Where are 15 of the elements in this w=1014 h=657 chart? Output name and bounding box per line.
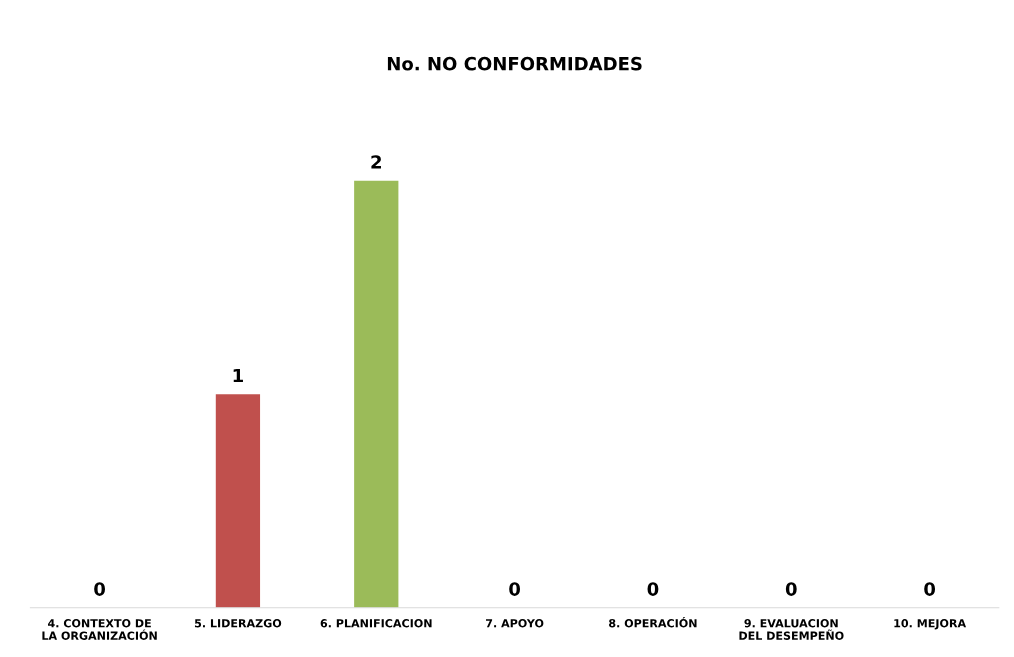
data-label: 0 [785,582,797,596]
x-tick-label: 9. EVALUACION DEL DESEMPEÑO [739,619,844,640]
x-tick-label: 5. LIDERAZGO [194,619,282,628]
x-tick-label: 8. OPERACIÓN [609,617,697,628]
x-tick-label: 4. CONTEXTO DE LA ORGANIZACIÓN [42,619,157,640]
data-label: 0 [94,582,106,596]
data-label: 1 [233,368,243,383]
data-label: 0 [647,582,659,596]
chart-title: No. NO CONFORMIDADES [387,56,642,71]
x-tick-label: 6. PLANIFICACION [320,619,432,628]
data-label: 0 [509,582,521,596]
data-label: 2 [371,155,381,169]
x-tick-label: 10. MEJORA [894,619,967,630]
x-tick-label: 7. APOYO [486,619,544,628]
data-label: 0 [924,582,936,596]
